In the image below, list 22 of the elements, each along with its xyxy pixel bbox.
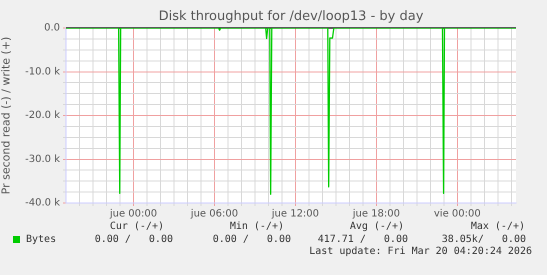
text: Avg (-/+): [350, 221, 404, 233]
y-tick-label: 0.0: [44, 22, 60, 34]
text: Min (-/+): [230, 221, 284, 233]
chart-title: Disk throughput for /dev/loop13 - by day: [158, 9, 424, 24]
text: Cur (-/+): [110, 221, 164, 233]
x-tick-label: jue 00:00: [108, 208, 158, 220]
text: 417.71 / 0.00: [318, 234, 408, 246]
y-tick-label: -30.0 k: [25, 154, 60, 165]
x-tick-label: jue 18:00: [352, 208, 400, 220]
y-tick-label: -20.0 k: [25, 110, 60, 122]
x-tick-label: vie 00:00: [434, 208, 481, 220]
y-tick-label: -40.0 k: [25, 198, 60, 209]
text: Max (-/+): [470, 221, 525, 233]
text: 0.00 / 0.00: [212, 234, 291, 246]
text: 0.00 / 0.00: [94, 234, 173, 246]
text: Last update: Fri Mar 20 04:20:24 2026: [309, 246, 532, 258]
y-axis-title: Pr second read (-) / write (+): [0, 36, 12, 194]
x-tick-label: jue 12:00: [270, 208, 320, 220]
x-tick-label: jue 06:00: [190, 208, 238, 220]
y-tick-label: -10.0 k: [25, 66, 60, 78]
text: 38.05k/ 0.00: [442, 234, 526, 246]
legend-label: Bytes: [26, 234, 56, 245]
